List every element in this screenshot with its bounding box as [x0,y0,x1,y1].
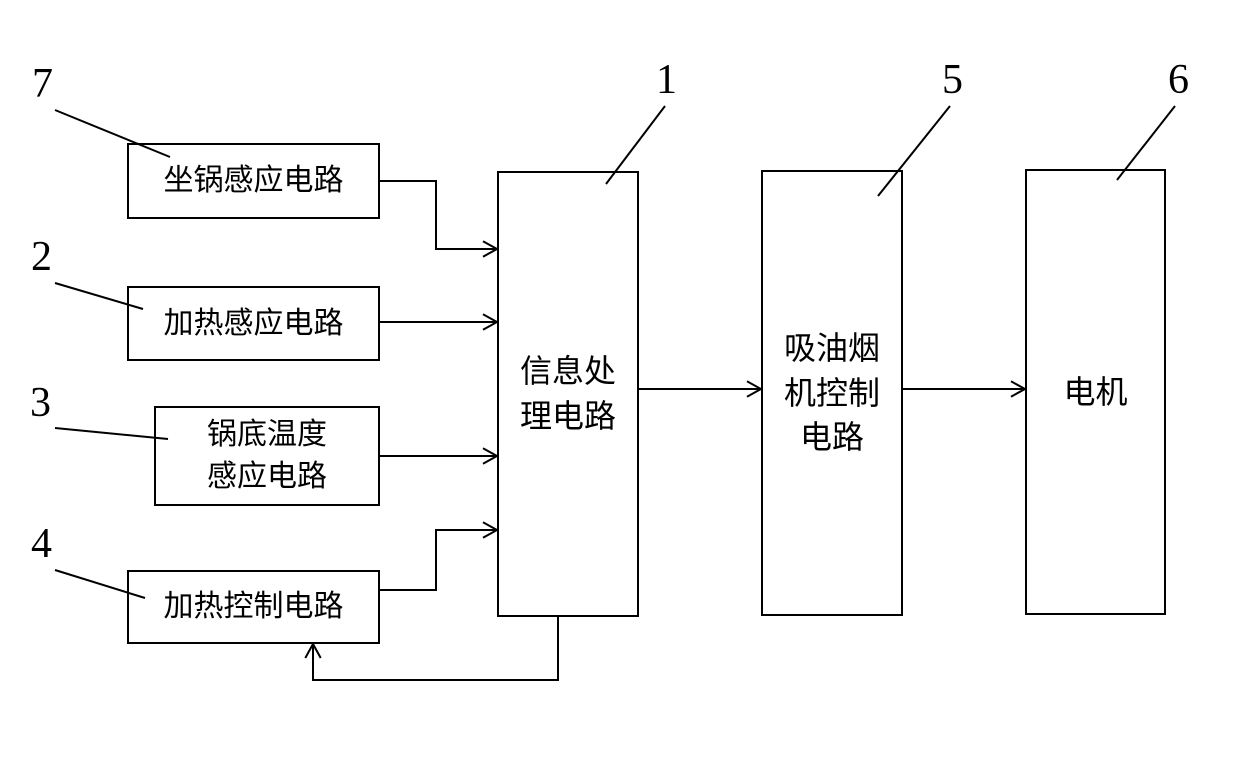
diagram-lines [0,0,1240,773]
